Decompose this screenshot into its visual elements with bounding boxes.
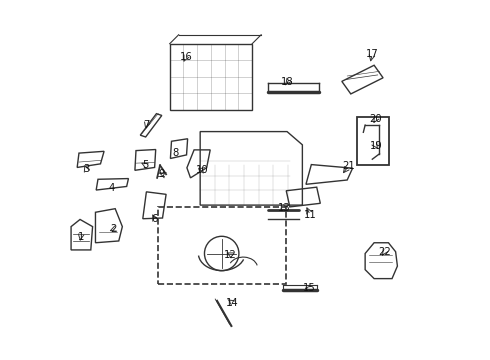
- Text: 20: 20: [369, 114, 382, 124]
- Text: 12: 12: [224, 249, 237, 260]
- Text: 2: 2: [110, 225, 117, 234]
- Text: 17: 17: [366, 49, 379, 59]
- Bar: [357, 117, 389, 165]
- Text: 3: 3: [83, 164, 89, 174]
- Text: 21: 21: [342, 161, 355, 171]
- Text: 22: 22: [378, 247, 391, 257]
- Text: 8: 8: [172, 148, 178, 158]
- Text: 11: 11: [304, 210, 317, 220]
- Text: 4: 4: [108, 183, 114, 193]
- Text: 5: 5: [142, 160, 148, 170]
- Text: 10: 10: [196, 165, 209, 175]
- Text: 16: 16: [179, 52, 192, 62]
- Bar: [158, 207, 286, 284]
- Text: 19: 19: [369, 141, 382, 151]
- Text: 13: 13: [277, 203, 290, 213]
- Text: 15: 15: [303, 283, 316, 293]
- Text: 1: 1: [77, 232, 84, 242]
- Text: 7: 7: [143, 121, 149, 130]
- Text: 14: 14: [226, 298, 239, 308]
- Text: 18: 18: [281, 77, 294, 87]
- Text: 9: 9: [159, 169, 165, 179]
- Text: 6: 6: [151, 214, 158, 224]
